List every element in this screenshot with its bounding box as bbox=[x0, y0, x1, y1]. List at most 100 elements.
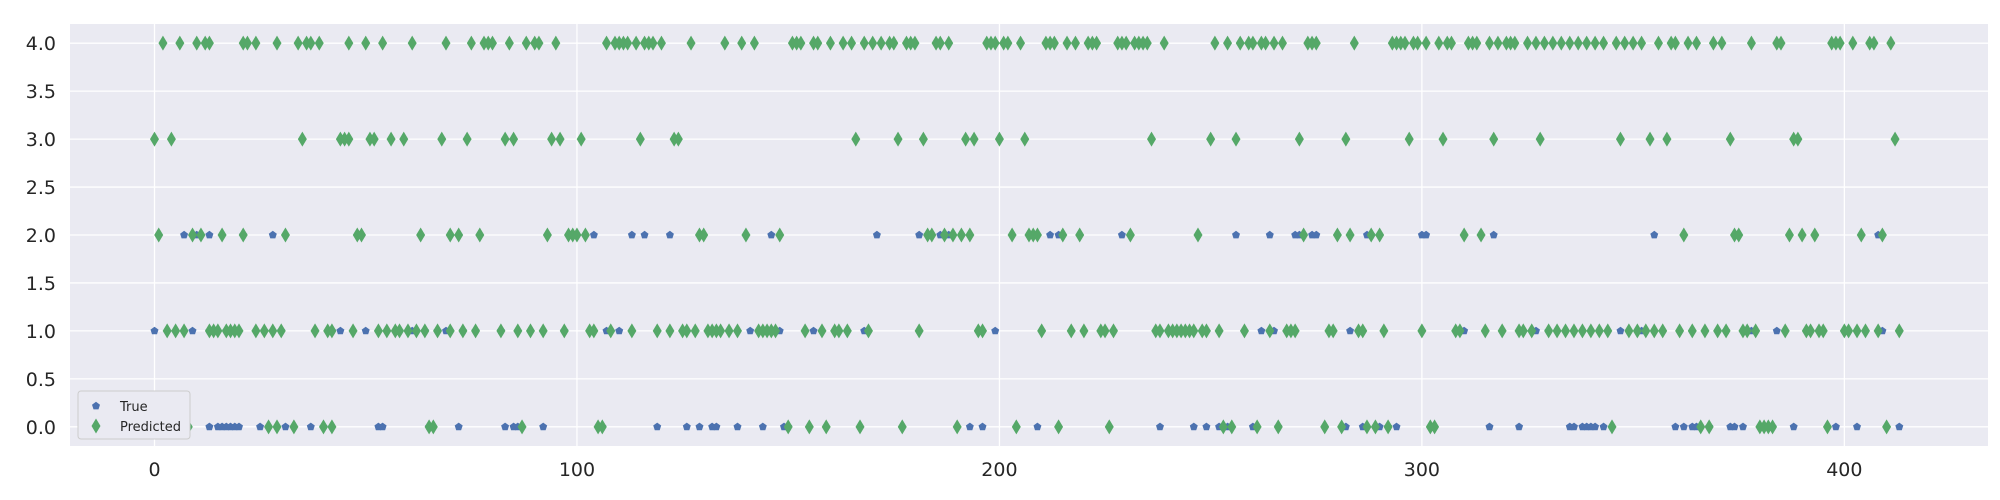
data-point bbox=[1649, 323, 1659, 339]
data-point bbox=[256, 422, 265, 431]
data-point bbox=[1362, 419, 1372, 435]
data-point bbox=[1818, 323, 1828, 339]
data-point bbox=[1784, 227, 1794, 243]
data-point bbox=[673, 131, 683, 147]
data-point bbox=[1721, 323, 1731, 339]
data-point bbox=[1261, 35, 1271, 51]
series-predicted bbox=[149, 35, 1904, 435]
y-tick-label: 1.0 bbox=[26, 321, 56, 343]
data-point bbox=[281, 422, 290, 431]
data-point bbox=[150, 326, 159, 335]
data-point bbox=[652, 323, 662, 339]
data-point bbox=[775, 227, 785, 243]
data-point bbox=[1201, 323, 1211, 339]
data-point bbox=[838, 35, 848, 51]
data-point bbox=[437, 131, 447, 147]
data-point bbox=[504, 35, 514, 51]
data-point bbox=[1455, 323, 1465, 339]
data-point bbox=[179, 323, 189, 339]
data-point bbox=[1624, 323, 1634, 339]
data-point bbox=[1480, 323, 1490, 339]
data-point bbox=[1476, 227, 1486, 243]
data-point bbox=[517, 419, 527, 435]
data-point bbox=[1772, 326, 1781, 335]
data-point bbox=[180, 230, 189, 239]
data-point bbox=[855, 419, 865, 435]
y-tick-label: 3.0 bbox=[26, 129, 56, 151]
data-point bbox=[1121, 35, 1131, 51]
data-point bbox=[732, 323, 742, 339]
data-points bbox=[149, 35, 1904, 435]
data-point bbox=[217, 227, 227, 243]
data-point bbox=[1616, 326, 1625, 335]
data-point bbox=[1544, 323, 1554, 339]
data-point bbox=[213, 323, 223, 339]
data-point bbox=[1383, 419, 1393, 435]
data-point bbox=[1003, 35, 1013, 51]
data-point bbox=[336, 326, 345, 335]
data-point bbox=[758, 422, 767, 431]
data-point bbox=[682, 422, 691, 431]
data-point bbox=[171, 323, 181, 339]
legend-marker bbox=[91, 418, 101, 434]
data-point bbox=[1312, 230, 1321, 239]
data-point bbox=[1822, 419, 1832, 435]
data-point bbox=[551, 35, 561, 51]
data-point bbox=[1853, 422, 1861, 431]
data-point bbox=[1704, 419, 1714, 435]
data-point bbox=[1882, 419, 1892, 435]
data-point bbox=[276, 323, 286, 339]
data-point bbox=[893, 131, 903, 147]
data-point bbox=[509, 131, 519, 147]
data-point bbox=[1687, 323, 1697, 339]
data-point bbox=[1637, 35, 1647, 51]
data-point bbox=[615, 326, 624, 335]
data-point bbox=[872, 230, 881, 239]
data-point bbox=[297, 131, 307, 147]
data-point bbox=[1895, 422, 1904, 431]
data-point bbox=[310, 323, 320, 339]
data-point bbox=[411, 323, 421, 339]
data-point bbox=[1493, 35, 1503, 51]
y-tick-label: 4.0 bbox=[26, 33, 56, 55]
data-point bbox=[1320, 419, 1330, 435]
data-point bbox=[948, 227, 958, 243]
data-point bbox=[1806, 323, 1816, 339]
data-point bbox=[1020, 131, 1030, 147]
data-point bbox=[1125, 227, 1135, 243]
data-point bbox=[606, 323, 616, 339]
data-point bbox=[944, 35, 954, 51]
data-point bbox=[859, 35, 869, 51]
data-point bbox=[1155, 323, 1165, 339]
data-point bbox=[1700, 323, 1710, 339]
data-point bbox=[1404, 131, 1414, 147]
data-point bbox=[1400, 35, 1410, 51]
data-point bbox=[648, 35, 658, 51]
data-point bbox=[1421, 35, 1431, 51]
data-point bbox=[965, 227, 975, 243]
data-point bbox=[1835, 35, 1845, 51]
legend: True Predicted bbox=[77, 390, 191, 440]
data-point bbox=[1679, 227, 1689, 243]
data-point bbox=[1218, 419, 1228, 435]
data-point bbox=[475, 227, 485, 243]
data-point bbox=[1202, 422, 1211, 431]
data-point bbox=[539, 422, 548, 431]
data-point bbox=[441, 35, 451, 51]
data-point bbox=[1016, 35, 1026, 51]
data-point bbox=[889, 35, 899, 51]
data-point bbox=[1273, 419, 1283, 435]
data-point bbox=[1223, 35, 1233, 51]
data-point bbox=[259, 323, 269, 339]
data-point bbox=[1607, 419, 1617, 435]
data-point bbox=[386, 131, 396, 147]
data-point bbox=[487, 35, 497, 51]
data-point bbox=[1142, 35, 1152, 51]
data-point bbox=[1290, 323, 1300, 339]
data-point bbox=[1049, 35, 1059, 51]
data-point bbox=[357, 227, 367, 243]
data-point bbox=[990, 35, 1000, 51]
data-point bbox=[927, 227, 937, 243]
data-point bbox=[1620, 35, 1630, 51]
data-point bbox=[1856, 227, 1866, 243]
